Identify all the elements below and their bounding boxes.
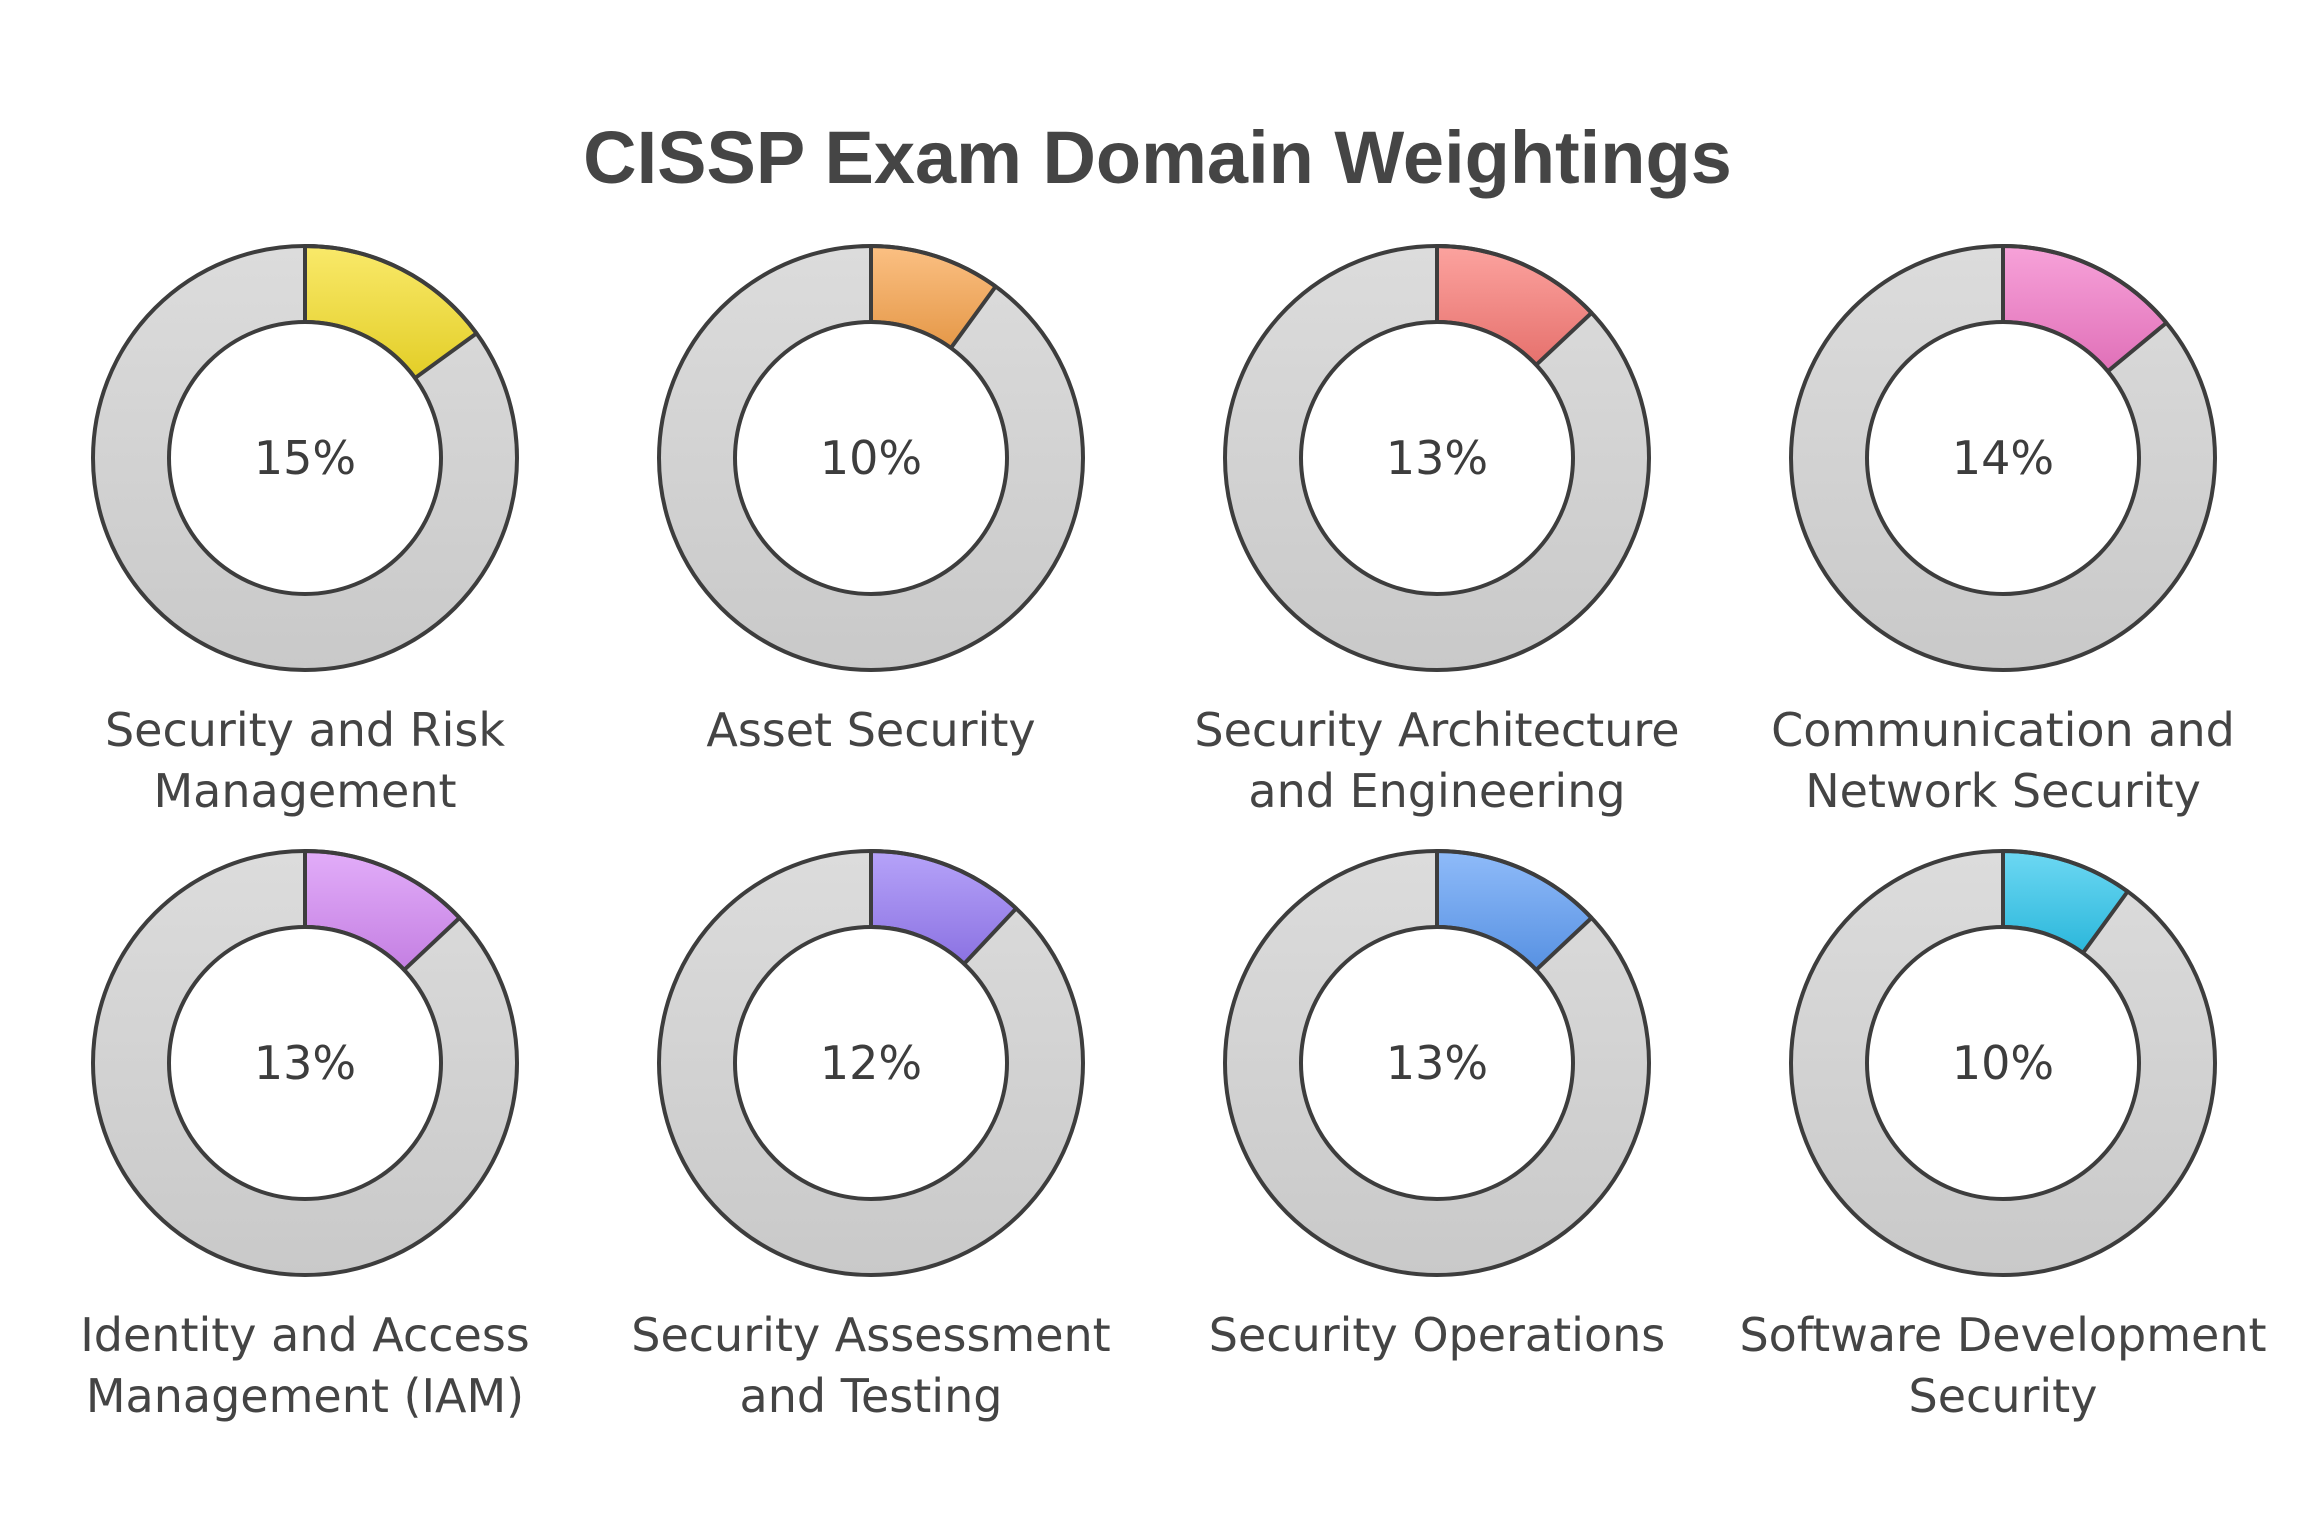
- percent-label: 10%: [1952, 1036, 2054, 1090]
- domain-label-line: Management (IAM): [85, 1369, 525, 1423]
- domain-label: Security Assessment and Testing: [591, 1305, 1151, 1427]
- donut-outer-edge: [1789, 849, 2217, 1277]
- domain-label: Software Development Security: [1723, 1305, 2283, 1427]
- donut-outer-edge: [1223, 244, 1651, 672]
- donut-outer-edge: [91, 244, 519, 672]
- donut-outer-edge: [91, 849, 519, 1277]
- donut-remainder: [1791, 851, 2215, 1275]
- domain-label-line: Software Development: [1739, 1308, 2267, 1362]
- donut-chart: 10%: [657, 244, 1085, 672]
- percent-label: 13%: [254, 1036, 356, 1090]
- donut-outer-edge: [1223, 849, 1651, 1277]
- domain-label: Security Operations: [1157, 1305, 1717, 1366]
- donut-outer-edge: [1789, 244, 2217, 672]
- donut-hole: [733, 320, 1009, 596]
- domain-label-line: Security Architecture: [1194, 703, 1680, 757]
- donut-hole: [733, 925, 1009, 1201]
- percent-label: 10%: [820, 431, 922, 485]
- donut-chart: 12%: [657, 849, 1085, 1277]
- domain-label-line: Security and Risk: [104, 703, 506, 757]
- domain-label-line: Security Assessment: [631, 1308, 1111, 1362]
- domain-label-line: and Engineering: [1248, 764, 1626, 818]
- domain-label: Security Architecture and Engineering: [1157, 700, 1717, 822]
- domain-label: Security and Risk Management: [25, 700, 585, 822]
- percent-label: 13%: [1386, 431, 1488, 485]
- percent-label: 14%: [1952, 431, 2054, 485]
- percent-label: 13%: [1386, 1036, 1488, 1090]
- donut-chart: 13%: [91, 849, 519, 1277]
- domain-label-line: Security Operations: [1208, 1308, 1666, 1362]
- donut-hole: [167, 320, 443, 596]
- donut-hole: [1865, 925, 2141, 1201]
- domain-label-line: Asset Security: [706, 703, 1036, 757]
- percent-label: 12%: [820, 1036, 922, 1090]
- donut-hole: [1299, 320, 1575, 596]
- domain-label: Identity and Access Management (IAM): [25, 1305, 585, 1427]
- donut-hole: [1865, 320, 2141, 596]
- donut-chart: 13%: [1223, 849, 1651, 1277]
- domain-label-line: Management: [153, 764, 457, 818]
- domain-label-line: Identity and Access: [80, 1308, 530, 1362]
- domain-label: Communication and Network Security: [1723, 700, 2283, 822]
- domain-label-line: and Testing: [739, 1369, 1003, 1423]
- donut-remainder: [658, 850, 1083, 1276]
- donut-chart: 14%: [1789, 244, 2217, 672]
- domain-label-line: Network Security: [1805, 764, 2201, 818]
- domain-label-line: Communication and: [1771, 703, 2235, 757]
- donut-chart: 13%: [1223, 244, 1651, 672]
- donut-outer-edge: [657, 849, 1085, 1277]
- donut-outer-edge: [657, 244, 1085, 672]
- donut-chart: 10%: [1789, 849, 2217, 1277]
- donut-hole: [1299, 925, 1575, 1201]
- domain-label: Asset Security: [591, 700, 1151, 761]
- donut-hole: [167, 925, 443, 1201]
- donut-chart: 15%: [91, 244, 519, 672]
- percent-label: 15%: [254, 431, 356, 485]
- chart-title: CISSP Exam Domain Weightings: [583, 116, 1732, 199]
- domain-label-line: Security: [1908, 1369, 2098, 1423]
- donut-remainder: [658, 245, 1083, 671]
